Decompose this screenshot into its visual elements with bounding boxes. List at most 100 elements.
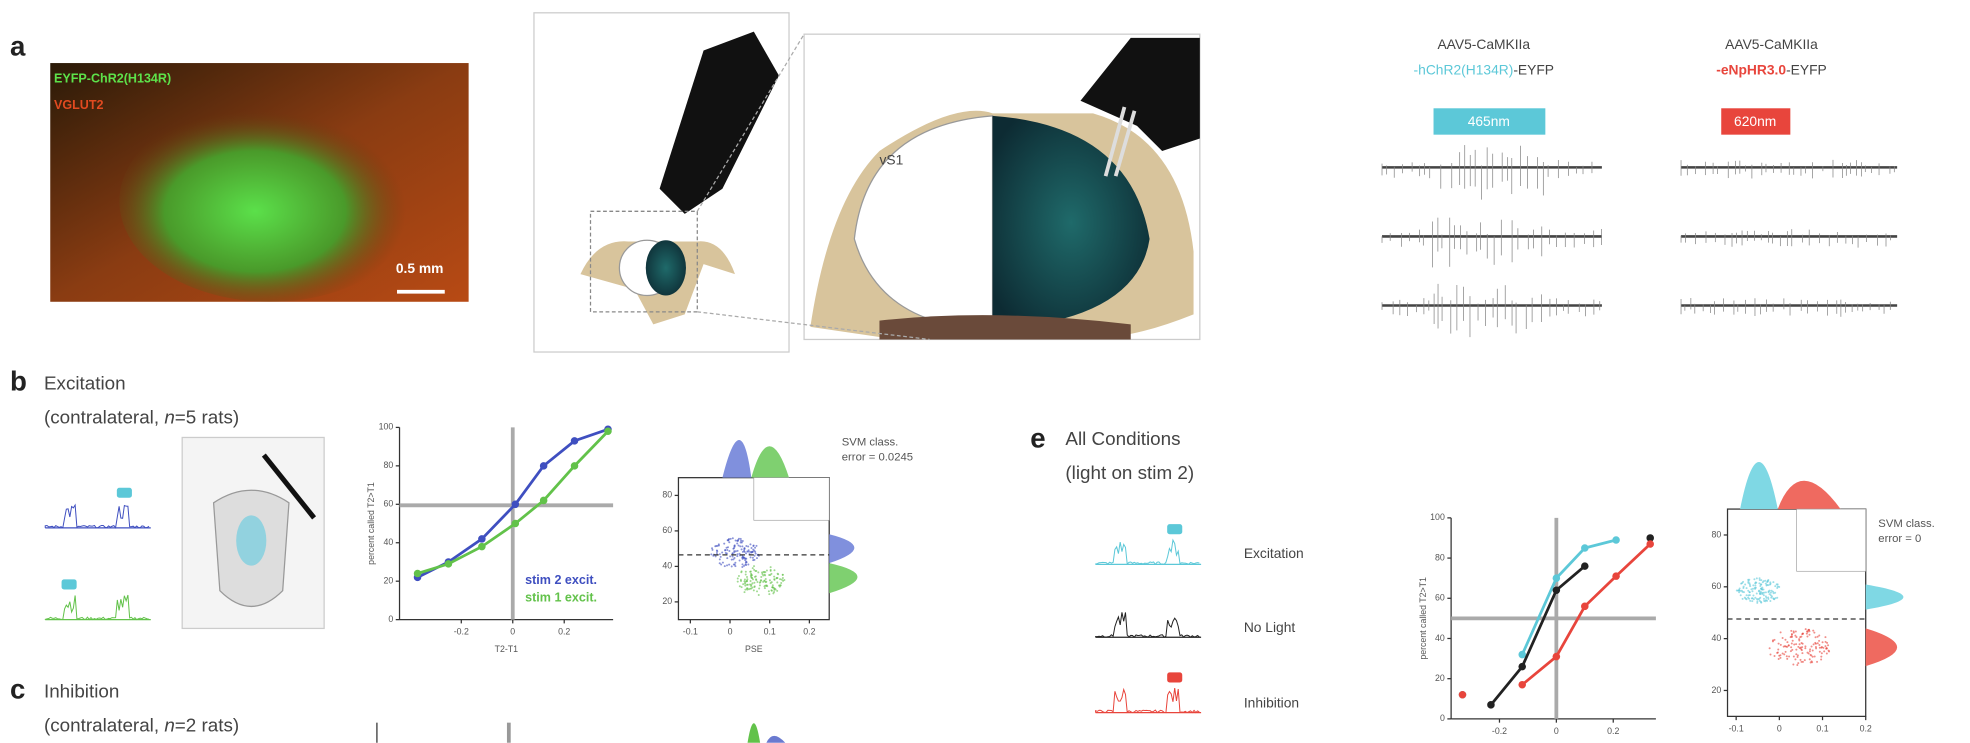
scatter-dot (1750, 588, 1752, 590)
x-tick-label: 0 (510, 627, 515, 637)
scatter-dot (1796, 664, 1798, 666)
x-axis-label: PSE (745, 644, 763, 654)
data-point (1553, 586, 1561, 594)
histogram (722, 440, 751, 478)
scatter-dot (1769, 600, 1771, 602)
scatter-dot (1777, 649, 1779, 651)
scatter-dot (719, 562, 721, 564)
y-axis-label: percent called T2>T1 (366, 482, 376, 565)
psth (1096, 612, 1200, 637)
scatter-dot (1736, 589, 1738, 591)
scatter-dot (1793, 632, 1795, 634)
scatter-dot (742, 583, 744, 585)
scatter-dot (1818, 635, 1820, 637)
scatter-dot (1765, 599, 1767, 601)
scatter-dot (733, 563, 735, 565)
scatter-dot (1808, 629, 1810, 631)
scatter-dot (1776, 587, 1778, 589)
x-tick-label: 0.2 (558, 627, 570, 637)
scatter-dot (737, 550, 739, 552)
scatter-dot (750, 588, 752, 590)
scatter-dot (779, 578, 781, 580)
scatter-dot (1749, 585, 1751, 587)
scatter-dot (732, 537, 734, 539)
scatter-dot (724, 549, 726, 551)
scatter-dot (759, 581, 761, 583)
scatter-dot (1783, 646, 1785, 648)
scatter-dot (1767, 580, 1769, 582)
scatter-dot (711, 547, 713, 549)
panel-subtitle: (contralateral, n=5 rats) (44, 407, 239, 428)
scatter-dot (1797, 662, 1799, 664)
data-point (478, 543, 486, 551)
data-point (571, 437, 579, 445)
scatter-dot (1824, 636, 1826, 638)
scatter-dot (1821, 652, 1823, 654)
scatter-dot (1786, 655, 1788, 657)
scatter-dot (1772, 640, 1774, 642)
scatter-dot (1808, 652, 1810, 654)
scatter-dot (1813, 632, 1815, 634)
scatter-dot (765, 578, 767, 580)
scatter-dot (780, 582, 782, 584)
light-label: 620nm (1734, 113, 1776, 129)
scatter-dot (1792, 664, 1794, 666)
x-tick-label: -0.1 (683, 627, 698, 637)
scatter-dot (746, 580, 748, 582)
scatter-dot (1749, 594, 1751, 596)
data-point (414, 570, 422, 578)
scatter-dot (736, 553, 738, 555)
scatter-dot (1777, 583, 1779, 585)
scatter-dot (1780, 644, 1782, 646)
scatter-dot (1791, 643, 1793, 645)
scatter-dot (1752, 584, 1754, 586)
histogram (829, 563, 857, 593)
svm-label: SVM class. (842, 436, 899, 448)
scatter-dot (1751, 600, 1753, 602)
y-tick-label: 0 (1440, 713, 1445, 723)
scatter-dot (736, 540, 738, 542)
scatter-dot (1764, 580, 1766, 582)
scatter-dot (744, 585, 746, 587)
scatter-dot (754, 555, 756, 557)
scatter-dot (1767, 597, 1769, 599)
scatter-dot (1790, 650, 1792, 652)
scatter-dot (715, 545, 717, 547)
scatter-dot (1826, 653, 1828, 655)
scatter-dot (1755, 582, 1757, 584)
scatter-dot (726, 564, 728, 566)
scatter-dot (749, 543, 751, 545)
figure: a EYFP-ChR2(H134R) VGLUT2 0.5 mm vS1 AAV… (0, 0, 1970, 743)
scatter-dot (764, 574, 766, 576)
scatter-dot (1754, 584, 1756, 586)
scatter-dot (763, 571, 765, 573)
condition-label: Excitation (1244, 545, 1304, 561)
scatter-dot (1763, 598, 1765, 600)
scatter-dot (1815, 636, 1817, 638)
y-tick-label: 100 (1430, 512, 1445, 522)
y-tick-label: 60 (383, 499, 393, 509)
scatter-dot (732, 548, 734, 550)
light-marker (117, 488, 132, 498)
scatter-dot (1749, 591, 1751, 593)
scatter-dot (745, 564, 747, 566)
scatter-dot (748, 588, 750, 590)
panel-label: a (10, 30, 26, 61)
scatter-dot (741, 548, 743, 550)
y-tick-label: 60 (1435, 593, 1445, 603)
scatter-dot (738, 544, 740, 546)
scatter-dot (744, 591, 746, 593)
scatter-dot (772, 584, 774, 586)
scatter-dot (1766, 584, 1768, 586)
scatter-dot (1778, 643, 1780, 645)
scatter-dot (750, 556, 752, 558)
scatter-dot (773, 569, 775, 571)
scatter-dot (746, 578, 748, 580)
scatter-dot (772, 586, 774, 588)
scatter-dot (1813, 643, 1815, 645)
scatter-dot (1746, 594, 1748, 596)
scatter-dot (780, 584, 782, 586)
scatter-dot (752, 578, 754, 580)
histogram (829, 534, 854, 563)
scatter-dot (744, 589, 746, 591)
